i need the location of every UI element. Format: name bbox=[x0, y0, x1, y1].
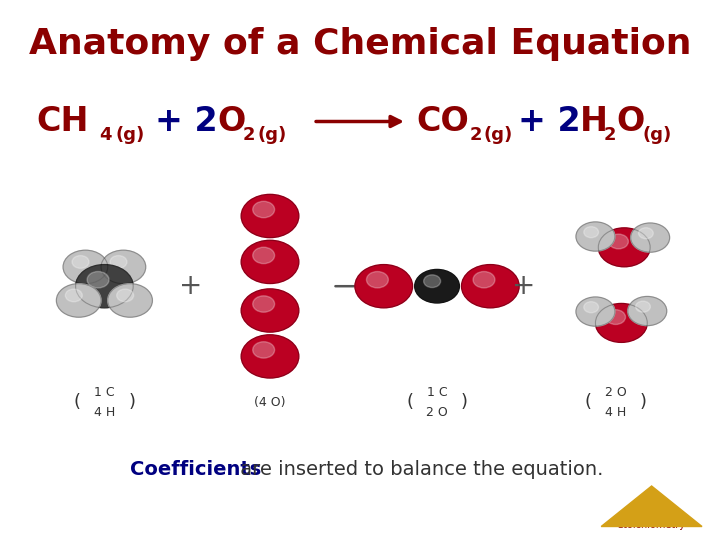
Circle shape bbox=[462, 265, 519, 308]
Circle shape bbox=[584, 302, 598, 313]
Circle shape bbox=[241, 240, 299, 284]
Text: + 2: + 2 bbox=[155, 105, 217, 138]
Polygon shape bbox=[601, 486, 702, 526]
Text: H: H bbox=[580, 105, 608, 138]
Circle shape bbox=[253, 296, 274, 312]
Text: Coefficients: Coefficients bbox=[130, 460, 261, 480]
Text: O: O bbox=[217, 105, 246, 138]
Text: ): ) bbox=[639, 393, 647, 411]
Circle shape bbox=[66, 289, 82, 302]
Text: O: O bbox=[616, 105, 644, 138]
Circle shape bbox=[87, 272, 109, 288]
Text: 4 H: 4 H bbox=[605, 406, 626, 419]
Text: are inserted to balance the equation.: are inserted to balance the equation. bbox=[234, 460, 603, 480]
Circle shape bbox=[639, 228, 653, 239]
Circle shape bbox=[595, 303, 647, 342]
Circle shape bbox=[473, 272, 495, 288]
Circle shape bbox=[598, 228, 650, 267]
Circle shape bbox=[117, 289, 134, 302]
Circle shape bbox=[63, 250, 108, 284]
Text: 4: 4 bbox=[99, 126, 112, 144]
Text: Stoichiometry: Stoichiometry bbox=[618, 520, 685, 530]
Text: ): ) bbox=[128, 393, 135, 411]
Text: (g): (g) bbox=[257, 126, 287, 144]
Circle shape bbox=[576, 222, 615, 251]
Text: Anatomy of a Chemical Equation: Anatomy of a Chemical Equation bbox=[29, 27, 691, 61]
Text: (: ( bbox=[585, 393, 592, 411]
Circle shape bbox=[241, 335, 299, 378]
Circle shape bbox=[415, 269, 459, 303]
Text: +: + bbox=[179, 272, 202, 300]
Text: (: ( bbox=[406, 393, 413, 411]
Text: + 2: + 2 bbox=[518, 105, 581, 138]
Text: CH: CH bbox=[36, 105, 89, 138]
Circle shape bbox=[241, 289, 299, 332]
Circle shape bbox=[606, 310, 626, 325]
Circle shape bbox=[72, 255, 89, 268]
Circle shape bbox=[110, 255, 127, 268]
Text: 2: 2 bbox=[603, 126, 616, 144]
Circle shape bbox=[355, 265, 413, 308]
Circle shape bbox=[108, 284, 153, 317]
Circle shape bbox=[636, 301, 650, 312]
Text: 2 O: 2 O bbox=[426, 406, 448, 419]
Circle shape bbox=[608, 234, 629, 249]
Circle shape bbox=[423, 275, 441, 287]
Text: 2: 2 bbox=[469, 126, 482, 144]
Text: 2 O: 2 O bbox=[605, 386, 626, 399]
Circle shape bbox=[576, 297, 615, 326]
Text: (g): (g) bbox=[115, 126, 145, 144]
Text: (g): (g) bbox=[642, 126, 672, 144]
Circle shape bbox=[241, 194, 299, 238]
Circle shape bbox=[366, 272, 388, 288]
Text: 2: 2 bbox=[243, 126, 255, 144]
Circle shape bbox=[253, 201, 274, 218]
Text: +: + bbox=[512, 272, 535, 300]
Circle shape bbox=[253, 342, 274, 358]
Text: (4 O): (4 O) bbox=[254, 396, 286, 409]
Circle shape bbox=[631, 223, 670, 252]
Text: ): ) bbox=[461, 393, 468, 411]
Text: (g): (g) bbox=[484, 126, 513, 144]
Circle shape bbox=[76, 265, 133, 308]
Circle shape bbox=[584, 227, 598, 238]
Text: (: ( bbox=[73, 393, 81, 411]
Circle shape bbox=[101, 250, 145, 284]
Circle shape bbox=[253, 247, 274, 264]
Text: 1 C: 1 C bbox=[427, 386, 447, 399]
Text: 4 H: 4 H bbox=[94, 406, 115, 419]
Text: 1 C: 1 C bbox=[94, 386, 114, 399]
Circle shape bbox=[628, 296, 667, 326]
Circle shape bbox=[56, 284, 101, 317]
Text: CO: CO bbox=[416, 105, 469, 138]
